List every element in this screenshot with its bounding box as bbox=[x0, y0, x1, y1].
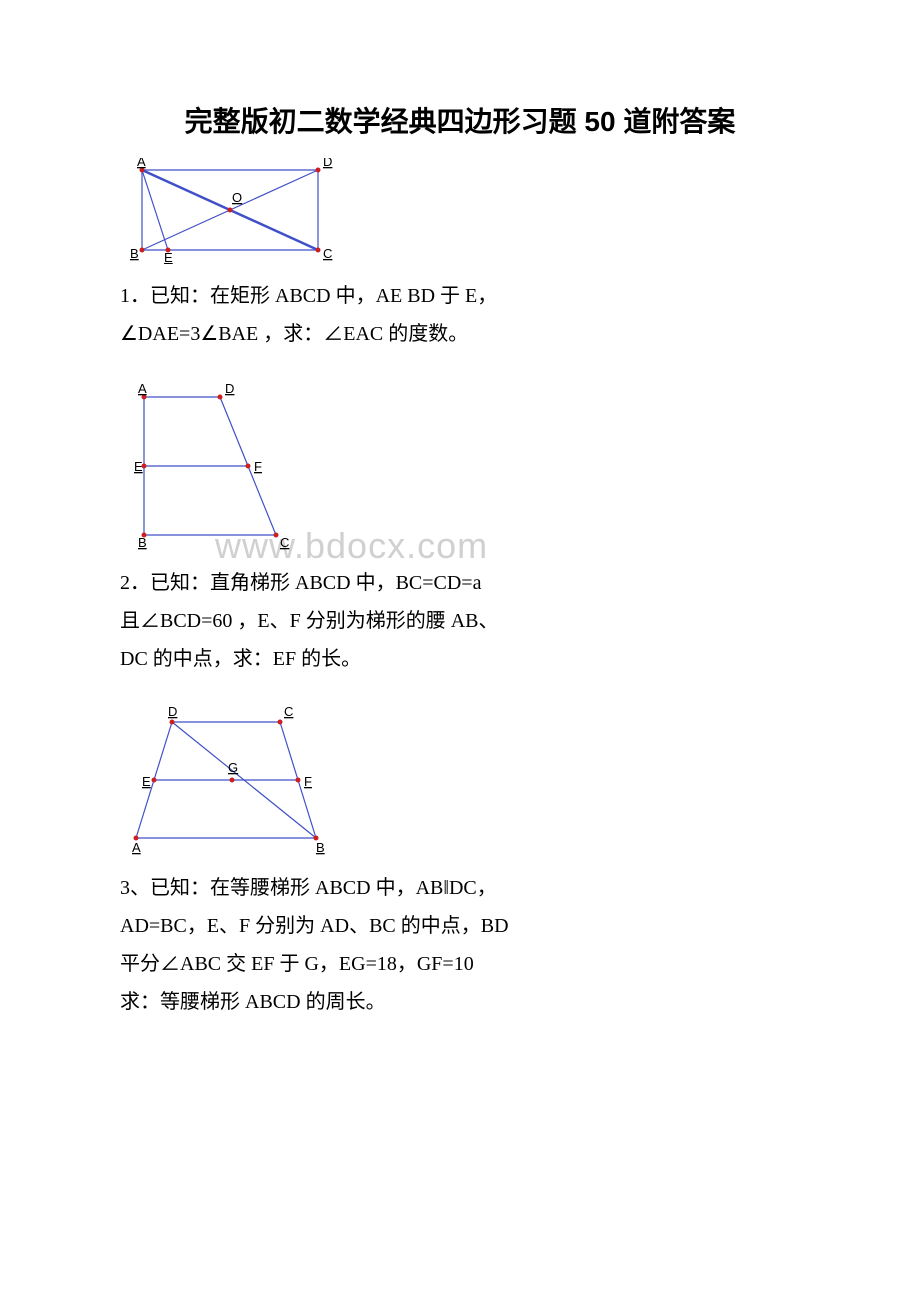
svg-text:B: B bbox=[316, 840, 325, 855]
figure-2: A D E F B C bbox=[120, 381, 800, 556]
problem-3-text: 3、已知：在等腰梯形 ABCD 中，AB‖DC， AD=BC，E、F 分别为 A… bbox=[120, 869, 800, 1021]
svg-text:E: E bbox=[142, 774, 151, 789]
svg-text:B: B bbox=[130, 246, 139, 261]
svg-text:C: C bbox=[280, 535, 289, 550]
text-line: 2．已知：直角梯形 ABCD 中，BC=CD=a bbox=[120, 564, 800, 602]
text-line: DC 的中点，求：EF 的长。 bbox=[120, 640, 800, 678]
problem-3: D C E G F A B 3、已知：在等腰梯形 ABCD 中，AB‖DC， AD=BC，E… bbox=[120, 706, 800, 1021]
text-line: ∠DAE=3∠BAE ，求：∠EAC 的度数。 bbox=[120, 315, 800, 353]
svg-text:A: A bbox=[138, 381, 147, 396]
svg-text:O: O bbox=[232, 190, 242, 205]
svg-text:B: B bbox=[138, 535, 147, 550]
text-line: 平分∠ABC 交 EF 于 G，EG=18，GF=10 bbox=[120, 945, 800, 983]
svg-text:D: D bbox=[225, 381, 234, 396]
svg-text:F: F bbox=[254, 459, 262, 474]
text-line: 求：等腰梯形 ABCD 的周长。 bbox=[120, 983, 800, 1021]
problem-1-text: 1．已知：在矩形 ABCD 中，AE BD 于 E， ∠DAE=3∠BAE ，求… bbox=[120, 277, 800, 353]
figure-3: D C E G F A B bbox=[120, 706, 800, 861]
text-line: 且∠BCD=60 ，E、F 分别为梯形的腰 AB、 bbox=[120, 602, 800, 640]
svg-text:C: C bbox=[284, 706, 293, 719]
problem-2-text: 2．已知：直角梯形 ABCD 中，BC=CD=a 且∠BCD=60 ，E、F 分… bbox=[120, 564, 800, 678]
svg-text:G: G bbox=[228, 760, 238, 775]
svg-text:F: F bbox=[304, 774, 312, 789]
text-line: 1．已知：在矩形 ABCD 中，AE BD 于 E， bbox=[120, 277, 800, 315]
page-title: 完整版初二数学经典四边形习题 50 道附答案 bbox=[120, 100, 800, 140]
figure-1: A D B C E O bbox=[120, 158, 800, 269]
svg-text:D: D bbox=[323, 158, 332, 169]
svg-text:E: E bbox=[134, 459, 143, 474]
svg-text:A: A bbox=[132, 840, 141, 855]
svg-text:E: E bbox=[164, 250, 173, 264]
svg-text:C: C bbox=[323, 246, 332, 261]
problem-2: ADEFBC www.bdocx.com 2．已知：直角梯形 ABCD 中，BC… bbox=[120, 381, 800, 678]
text-line: 3、已知：在等腰梯形 ABCD 中，AB‖DC， bbox=[120, 869, 800, 907]
svg-text:A: A bbox=[137, 158, 146, 169]
text-line: AD=BC，E、F 分别为 AD、BC 的中点，BD bbox=[120, 907, 800, 945]
svg-text:D: D bbox=[168, 706, 177, 719]
problem-1: A D B C E O 1．已知：在矩形 ABCD 中，AE BD 于 E， ∠DAE=3… bbox=[120, 158, 800, 353]
